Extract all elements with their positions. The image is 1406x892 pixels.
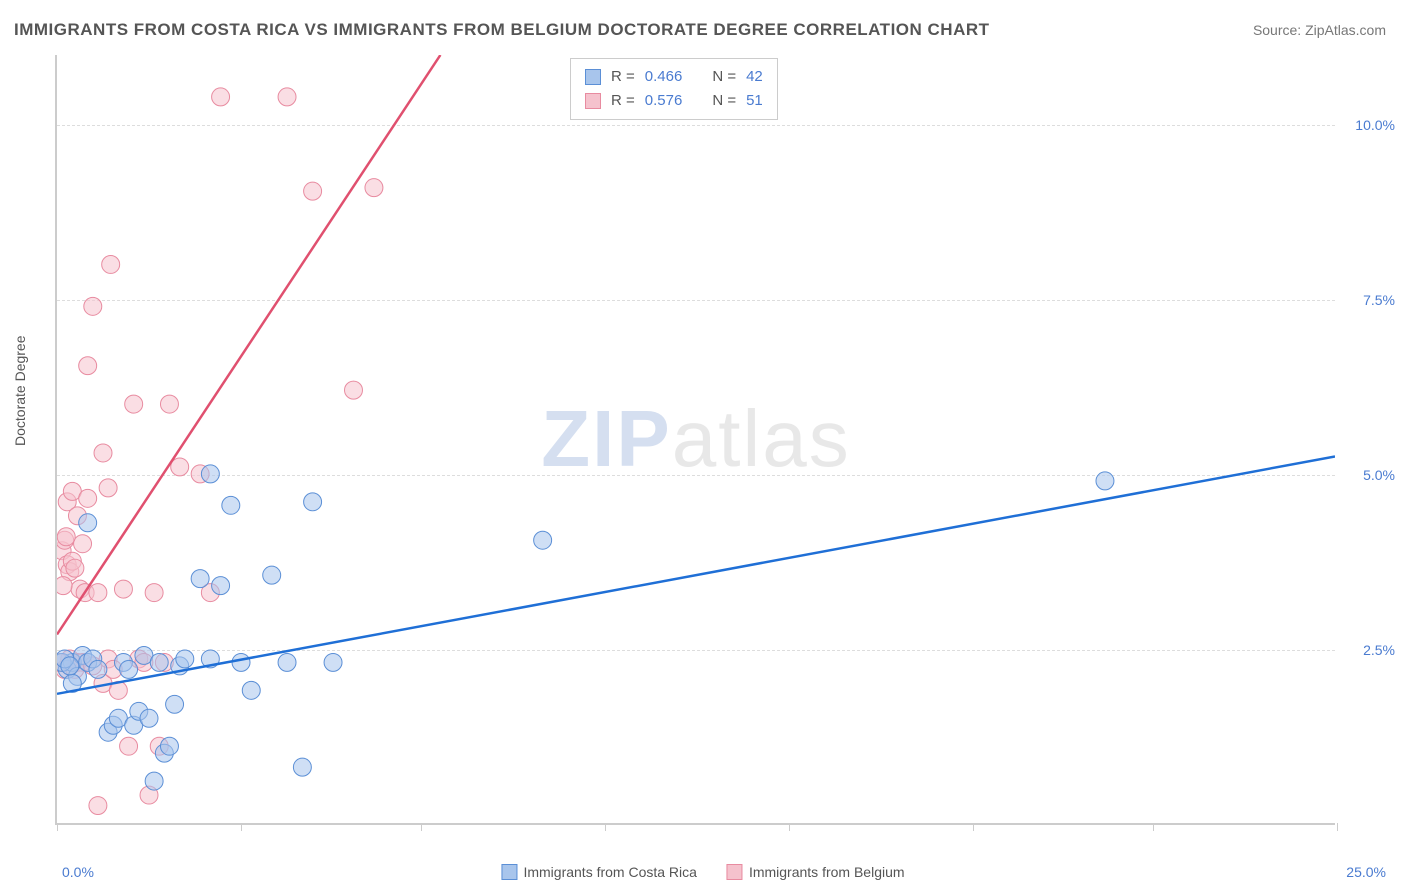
- data-point: [1096, 472, 1114, 490]
- data-point: [89, 660, 107, 678]
- data-point: [89, 797, 107, 815]
- data-point: [166, 695, 184, 713]
- data-point: [120, 737, 138, 755]
- plot-area: ZIPatlas 2.5%5.0%7.5%10.0%: [55, 55, 1335, 825]
- data-point: [79, 514, 97, 532]
- legend-bottom: Immigrants from Costa Rica Immigrants fro…: [501, 864, 904, 880]
- series-swatch-icon: [727, 864, 743, 880]
- legend-label: Immigrants from Belgium: [749, 864, 905, 880]
- legend-item: Immigrants from Costa Rica: [501, 864, 696, 880]
- legend-item: Immigrants from Belgium: [727, 864, 905, 880]
- data-point: [232, 653, 250, 671]
- data-point: [74, 535, 92, 553]
- trend-line: [57, 456, 1335, 693]
- data-point: [222, 496, 240, 514]
- data-point: [150, 653, 168, 671]
- data-point: [102, 255, 120, 273]
- chart-svg: [57, 55, 1335, 823]
- data-point: [278, 88, 296, 106]
- chart-container: IMMIGRANTS FROM COSTA RICA VS IMMIGRANTS…: [0, 0, 1406, 892]
- data-point: [345, 381, 363, 399]
- x-tick: [973, 823, 974, 831]
- data-point: [66, 559, 84, 577]
- data-point: [534, 531, 552, 549]
- y-axis-label: Doctorate Degree: [12, 335, 28, 446]
- data-point: [57, 577, 72, 595]
- y-tick-label: 7.5%: [1345, 292, 1395, 308]
- data-point: [145, 772, 163, 790]
- y-tick-label: 5.0%: [1345, 467, 1395, 483]
- x-axis-origin-label: 0.0%: [62, 864, 94, 880]
- x-tick: [241, 823, 242, 831]
- data-point: [293, 758, 311, 776]
- data-point: [120, 660, 138, 678]
- data-point: [99, 479, 117, 497]
- data-point: [125, 395, 143, 413]
- trend-line: [57, 55, 440, 634]
- data-point: [263, 566, 281, 584]
- data-point: [176, 650, 194, 668]
- data-point: [89, 584, 107, 602]
- x-tick: [789, 823, 790, 831]
- data-point: [84, 297, 102, 315]
- source-attribution: Source: ZipAtlas.com: [1253, 22, 1386, 38]
- x-tick: [1153, 823, 1154, 831]
- data-point: [304, 493, 322, 511]
- data-point: [79, 357, 97, 375]
- data-point: [94, 444, 112, 462]
- data-point: [212, 577, 230, 595]
- data-point: [160, 737, 178, 755]
- data-point: [79, 489, 97, 507]
- chart-title: IMMIGRANTS FROM COSTA RICA VS IMMIGRANTS…: [14, 20, 990, 40]
- data-point: [140, 709, 158, 727]
- data-point: [212, 88, 230, 106]
- data-point: [57, 528, 75, 546]
- x-axis-max-label: 25.0%: [1346, 864, 1386, 880]
- x-tick: [421, 823, 422, 831]
- x-tick: [1337, 823, 1338, 831]
- data-point: [145, 584, 163, 602]
- data-point: [191, 570, 209, 588]
- data-point: [304, 182, 322, 200]
- y-tick-label: 2.5%: [1345, 642, 1395, 658]
- data-point: [324, 653, 342, 671]
- data-point: [242, 681, 260, 699]
- y-tick-label: 10.0%: [1345, 117, 1395, 133]
- data-point: [201, 465, 219, 483]
- data-point: [160, 395, 178, 413]
- data-point: [61, 657, 79, 675]
- data-point: [278, 653, 296, 671]
- data-point: [114, 580, 132, 598]
- data-point: [365, 179, 383, 197]
- series-swatch-icon: [501, 864, 517, 880]
- x-tick: [57, 823, 58, 831]
- x-tick: [605, 823, 606, 831]
- legend-label: Immigrants from Costa Rica: [523, 864, 696, 880]
